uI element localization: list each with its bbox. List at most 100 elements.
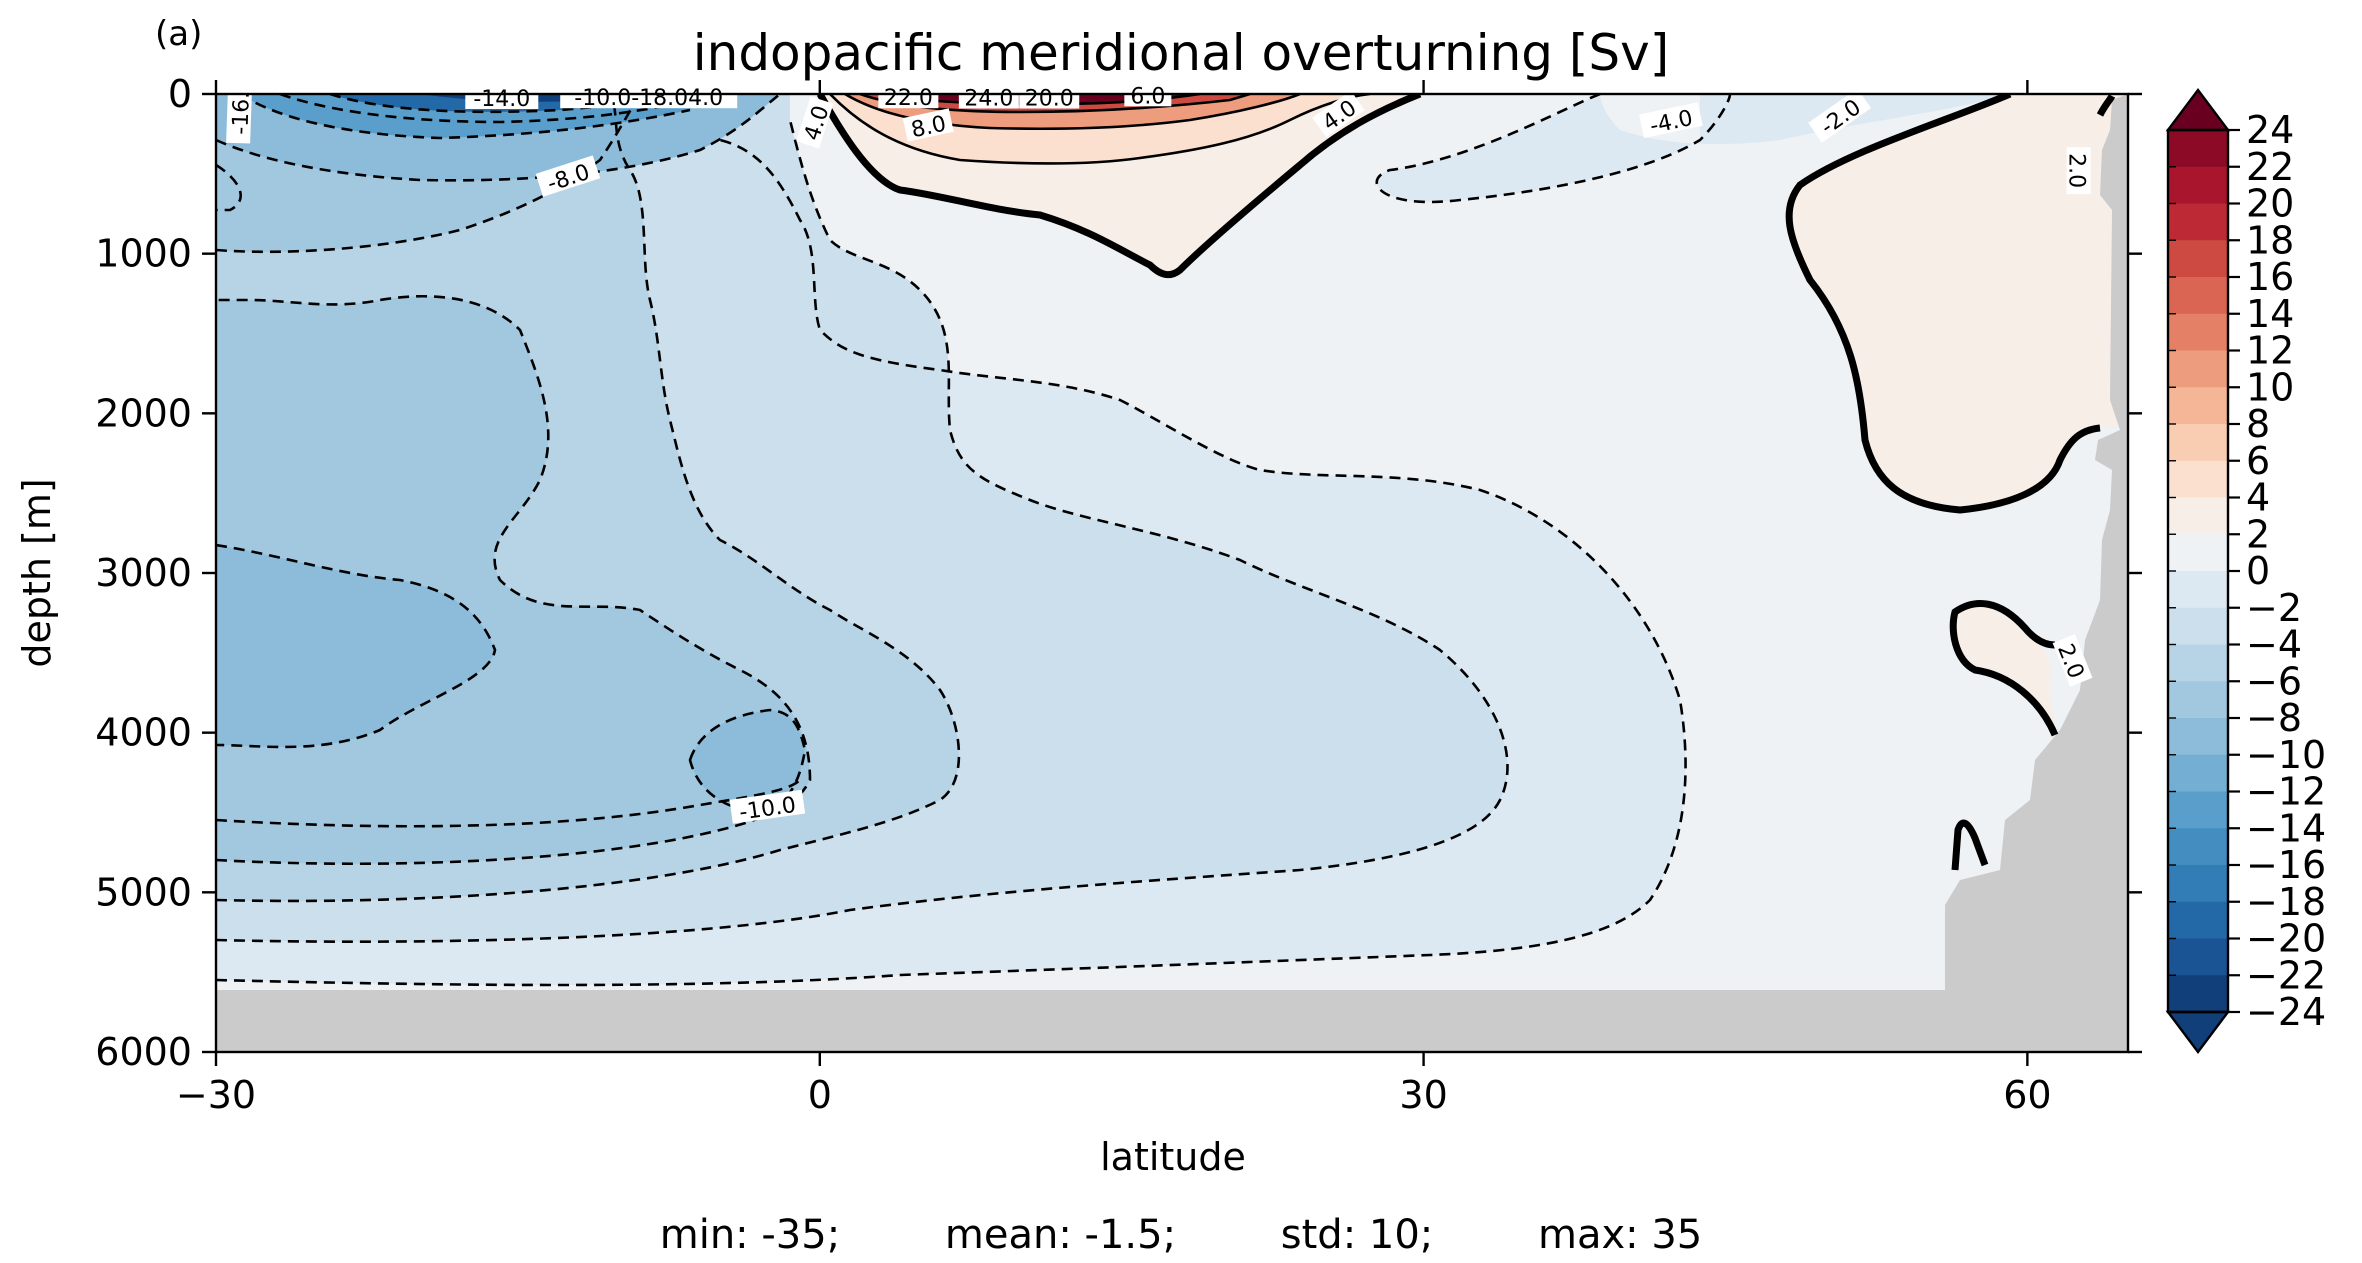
colorbar-segment: [2168, 975, 2228, 1013]
chart-title: indopacific meridional overturning [Sv]: [692, 24, 1670, 82]
x-tick-label: −30: [176, 1073, 256, 1117]
contour-zero-top: [2096, 94, 2116, 117]
colorbar-label: −6: [2246, 659, 2302, 703]
contour-dashed: [688, 708, 807, 813]
region-minus10-equator: [690, 710, 805, 811]
colorbar-label: 20: [2246, 182, 2294, 226]
colorbar-label: −4: [2246, 623, 2302, 667]
colorbar-top-extend: [2165, 88, 2231, 132]
contour-label-bg: [958, 84, 1019, 109]
colorbar-label: 24: [2246, 108, 2294, 152]
colorbar-segment: [2168, 901, 2228, 940]
y-tick-label: 1000: [95, 232, 192, 276]
contour-label-bg: [465, 84, 539, 109]
contour-label-bg: [1808, 88, 1872, 143]
colorbar-label: −8: [2246, 696, 2302, 740]
contour-dashed: [216, 543, 497, 749]
contour-dashed: [216, 294, 812, 866]
contour-label-bg: [2066, 147, 2091, 195]
colorbar: 242220181614121086420−2−4−6−8−10−12−14−1…: [2165, 88, 2326, 1054]
contour-label: 20.0: [1019, 84, 1080, 112]
contour-label-text: -14.0: [473, 87, 530, 112]
contour-label: 6.0: [1124, 82, 1172, 109]
y-tick-label: 0: [168, 72, 192, 116]
contour-label-text: 22.0: [884, 86, 933, 111]
contour-label: -10.0-18.04.0: [560, 84, 738, 111]
colorbar-segment: [2168, 681, 2228, 719]
contour-field: [216, 94, 2128, 1052]
contour-dashed: [216, 138, 1687, 987]
contour-dashed: [1375, 94, 1732, 204]
contour-dashed: [216, 119, 1509, 943]
x-tick-label: 30: [1399, 1073, 1447, 1117]
contour-label-bg: [535, 155, 601, 197]
x-tick-label: 60: [2003, 1073, 2051, 1117]
colorbar-segment: [2168, 534, 2228, 572]
stat-min: min: -35;: [659, 1212, 841, 1258]
colorbar-label: −12: [2246, 770, 2326, 814]
contour-dashed: [216, 779, 801, 828]
colorbar-label: 22: [2246, 145, 2294, 189]
colorbar-segment: [2168, 387, 2228, 425]
contour-label: 22.0: [878, 84, 939, 111]
contour-label-bg: [796, 96, 834, 149]
colorbar-segment: [2168, 791, 2228, 829]
contour-label: -14.0: [465, 84, 539, 112]
colorbar-label: −2: [2246, 586, 2302, 630]
colorbar-segment: [2168, 277, 2228, 315]
colorbar-label: −10: [2246, 733, 2326, 777]
colorbar-segment: [2168, 313, 2228, 352]
colorbar-label: 10: [2246, 365, 2294, 409]
panel-label: (a): [155, 14, 203, 54]
colorbar-label: 12: [2246, 329, 2294, 373]
y-axis: 0 1000 2000 3000 4000 5000 6000: [95, 72, 2142, 1074]
contour-label-text: 24.0: [964, 87, 1013, 112]
contour-label-bg: [1312, 90, 1365, 138]
colorbar-label: −22: [2246, 953, 2326, 997]
colorbar-label: 0: [2246, 549, 2270, 593]
contour-label: -16.: [226, 82, 255, 144]
colorbar-segment: [2168, 865, 2228, 903]
contour-label-bg: [226, 82, 253, 144]
contour-label-text: 2.0: [2064, 153, 2089, 188]
summary-stats: min: -35; mean: -1.5; std: 10; max: 35: [0, 1212, 2362, 1258]
stat-std: std: 10;: [1280, 1212, 1434, 1258]
region-plus0-northeast: [1789, 94, 2128, 510]
colorbar-segment: [2168, 424, 2228, 462]
y-tick-label: 2000: [95, 391, 192, 435]
contour-label-text: 20.0: [1025, 87, 1074, 112]
contour-label-bg: [878, 84, 939, 109]
colorbar-label: −24: [2246, 990, 2326, 1034]
y-tick-label: 4000: [95, 711, 192, 755]
contour-dashed: [216, 163, 242, 212]
contour-labels: -16. -14.0 -10.0-18.04.0-8.04.022.0 24.0 20.…: [226, 82, 2093, 826]
colorbar-segment: [2168, 718, 2228, 756]
stat-mean: mean: -1.5;: [944, 1212, 1177, 1258]
colorbar-segment: [2168, 166, 2228, 205]
y-tick-label: 5000: [95, 870, 192, 914]
colorbar-segment: [2168, 497, 2228, 535]
contour-label-bg: [1019, 84, 1080, 109]
colorbar-segment: [2168, 130, 2228, 168]
contour-label-bg: [1639, 102, 1703, 139]
contour-solid: [829, 94, 1371, 165]
contour-zero-deep2: [1951, 819, 1989, 871]
x-axis: −30 0 30 60: [176, 80, 2052, 1117]
region-minus10-west: [216, 545, 495, 747]
contour-dashed: [239, 94, 691, 140]
colorbar-segment: [2168, 460, 2228, 499]
contour-label-bg: [729, 789, 806, 824]
colorbar-segment: [2168, 607, 2228, 646]
contour-label-bg: [902, 108, 954, 142]
y-tick-label: 3000: [95, 551, 192, 595]
colorbar-label: −16: [2246, 843, 2326, 887]
contour-dashed: [216, 94, 781, 182]
colorbar-bottom-extend: [2165, 1010, 2231, 1054]
colorbar-label: −18: [2246, 880, 2326, 924]
colorbar-segment: [2168, 203, 2228, 241]
contour-label-text: -10.0-18.04.0: [574, 86, 723, 111]
contour-label-bg: [2052, 634, 2093, 687]
contour-dashed: [279, 94, 691, 124]
contour-dashed: [216, 94, 961, 903]
